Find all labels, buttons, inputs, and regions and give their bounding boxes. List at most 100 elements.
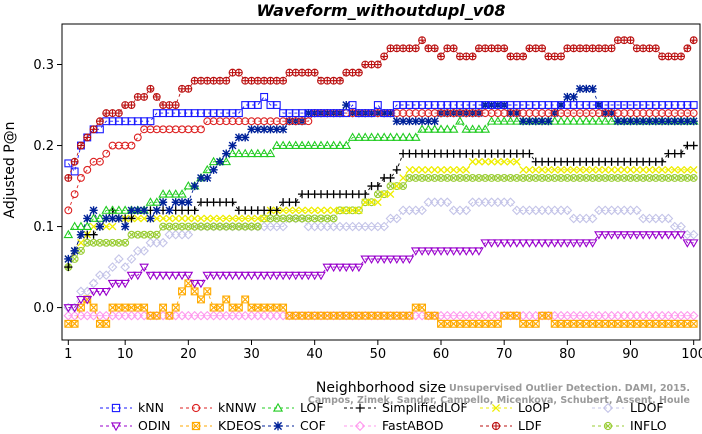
data-point-loop <box>317 206 325 215</box>
data-point-simplifiedlof <box>228 198 237 207</box>
data-point-loop <box>418 165 426 174</box>
data-point-odin <box>625 231 636 240</box>
data-point-odin <box>669 231 680 240</box>
data-point-lof <box>391 132 402 141</box>
data-point-odin <box>145 271 156 281</box>
x-tick-label: 60 <box>433 347 450 362</box>
data-point-lof <box>309 140 320 149</box>
data-point-kdeos <box>178 287 186 296</box>
data-point-fastabod <box>442 310 453 321</box>
data-point-inflo <box>443 174 452 182</box>
data-point-inflo <box>399 182 408 190</box>
legend-item-inflo: INFLO <box>592 418 667 433</box>
data-point-odin <box>126 271 137 281</box>
data-point-inflo <box>474 174 483 182</box>
data-point-lof <box>467 124 478 133</box>
data-point-ldof <box>486 197 497 208</box>
data-point-loop <box>102 222 111 231</box>
data-point-loop <box>670 165 679 174</box>
data-point-cof <box>645 117 654 126</box>
data-point-simplifiedlof <box>676 149 686 158</box>
data-point-cof <box>158 198 168 207</box>
data-point-ldf <box>449 44 458 53</box>
data-point-cof <box>70 246 79 255</box>
data-point-lof <box>265 148 276 158</box>
data-point-ldf <box>380 52 389 61</box>
data-point-cof <box>177 198 187 207</box>
data-point-odin <box>354 263 364 273</box>
data-point-loop <box>260 214 268 223</box>
data-point-lof <box>423 124 434 133</box>
data-point-lof <box>455 116 465 125</box>
data-point-cof <box>108 214 117 223</box>
data-point-loop <box>512 157 521 166</box>
data-point-kdeos <box>493 319 502 328</box>
data-point-inflo <box>253 222 262 231</box>
data-point-cof <box>253 125 262 134</box>
data-point-loop <box>304 206 313 215</box>
data-point-fastabod <box>568 310 579 321</box>
data-point-odin <box>663 231 674 240</box>
data-point-ldof <box>657 213 667 224</box>
data-point-fastabod <box>132 310 143 321</box>
data-point-lof <box>568 116 579 125</box>
data-point-ldof <box>113 254 124 264</box>
data-point-lof <box>76 221 86 231</box>
data-point-ldf <box>500 44 509 53</box>
data-point-ldf <box>95 117 104 126</box>
data-point-fastabod <box>208 310 219 321</box>
data-point-ldof <box>448 205 459 216</box>
data-point-cof <box>537 117 547 126</box>
legend-item-simplifiedlof: SimplifiedLOF <box>344 400 468 415</box>
data-point-fastabod <box>619 310 630 321</box>
legend-label-kdeos: KDEOS <box>218 418 262 433</box>
data-point-cof <box>563 92 572 102</box>
data-point-ldf <box>430 44 439 53</box>
data-point-ldof <box>88 278 99 289</box>
data-point-lof <box>581 116 592 125</box>
data-point-inflo <box>418 174 427 182</box>
legend-marker-kdeos <box>191 421 201 431</box>
data-point-odin <box>120 279 131 289</box>
data-point-lof <box>101 205 112 214</box>
data-point-loop <box>645 165 654 174</box>
data-point-cof <box>651 117 660 126</box>
data-point-knn <box>146 117 155 126</box>
data-point-lof <box>549 116 560 125</box>
data-point-lof <box>575 116 585 125</box>
data-point-ldof <box>436 197 446 208</box>
data-point-loop <box>639 165 648 174</box>
data-point-inflo <box>386 182 395 190</box>
legend-label-ldof: LDOF <box>630 400 664 415</box>
data-point-fastabod <box>76 310 86 321</box>
data-point-odin <box>505 239 516 248</box>
data-point-ldof <box>335 221 345 232</box>
data-point-fastabod <box>682 310 693 321</box>
data-point-lof <box>164 189 175 198</box>
data-point-fastabod <box>461 310 472 321</box>
data-point-cof <box>165 206 174 215</box>
data-point-simplifiedlof <box>190 206 199 215</box>
data-point-cof <box>380 109 389 118</box>
data-point-ldof <box>549 205 560 216</box>
data-point-loop <box>197 214 205 223</box>
data-point-odin <box>575 239 585 248</box>
y-tick-label: 0.0 <box>33 301 54 316</box>
data-point-odin <box>95 287 105 297</box>
data-point-loop <box>133 214 142 223</box>
legend-item-loop: LoOP <box>480 400 550 415</box>
x-tick-label: 100 <box>681 347 702 362</box>
data-point-lof <box>442 124 453 133</box>
data-point-lof <box>461 124 472 133</box>
y-tick-label: 0.2 <box>33 139 54 154</box>
y-tick-label: 0.3 <box>33 58 54 73</box>
data-point-cof <box>133 206 142 215</box>
data-point-loop <box>184 214 193 223</box>
y-axis-label: Adjusted P@n <box>2 121 18 218</box>
legend: kNN kNNW LOF SimplifiedLOF LoOP LDOF ODIN KDEOS… <box>100 400 667 433</box>
data-point-fastabod <box>587 310 598 321</box>
data-point-inflo <box>437 174 445 182</box>
data-point-loop <box>348 206 357 215</box>
data-point-ldof <box>619 205 630 216</box>
data-point-loop <box>159 214 167 223</box>
